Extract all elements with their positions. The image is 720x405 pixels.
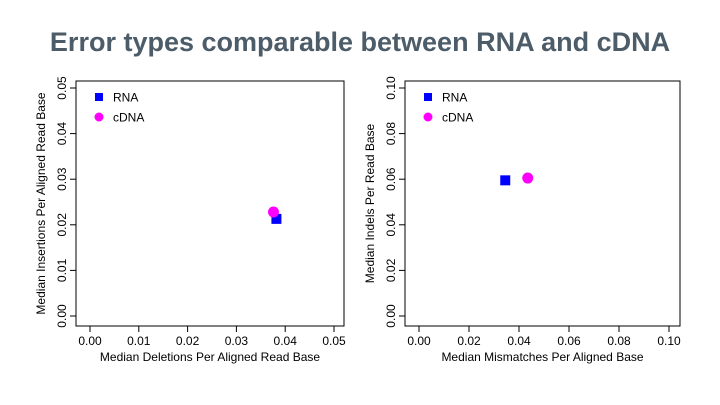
chart1-y-tick-label: 0.05 (55, 76, 69, 100)
chart2-legend-label-cdna: cDNA (442, 111, 473, 125)
chart2-y-tick-label: 0.08 (384, 122, 398, 146)
chart2-x-tick-label: 0.04 (507, 334, 531, 348)
chart1-point-rna (271, 213, 282, 224)
chart2-x-tick-label: 0.08 (607, 334, 631, 348)
chart1-x-tick-label: 0.00 (78, 334, 102, 348)
chart1-x-tick-label: 0.02 (176, 334, 200, 348)
chart2-y-axis-label: Median Indels Per Read Base (363, 123, 377, 283)
chart2-y-tick-label: 0.02 (384, 258, 398, 282)
chart2-x-axis-label: Median Mismatches Per Aligned Base (441, 350, 643, 364)
chart1-legend-marker-cdna (94, 112, 104, 122)
chart1-legend-label-rna: RNA (113, 91, 138, 105)
chart1-y-axis-label: Median Insertions Per Aligned Read Base (34, 92, 48, 314)
chart2-y-tick-label: 0.00 (384, 304, 398, 328)
chart1-y-tick-label: 0.00 (55, 304, 69, 328)
chart2-y-tick-label: 0.10 (384, 76, 398, 100)
chart1-x-tick-label: 0.03 (225, 334, 249, 348)
slide-title: Error types comparable between RNA and c… (49, 27, 671, 57)
chart1-y-tick-label: 0.02 (55, 213, 69, 237)
chart1-legend-label-cdna: cDNA (113, 111, 144, 125)
chart2-x-tick-label: 0.06 (557, 334, 581, 348)
chart2-x-tick-label: 0.00 (407, 334, 431, 348)
chart2-y-tick-label: 0.04 (384, 213, 398, 237)
chart2-point-cdna (522, 172, 534, 184)
chart2-legend-label-rna: RNA (442, 91, 467, 105)
chart1-y-tick-label: 0.03 (55, 167, 69, 191)
chart2-legend-marker-rna (424, 93, 432, 101)
chart2-legend-marker-cdna (423, 112, 433, 122)
chart1-y-tick-label: 0.04 (55, 122, 69, 146)
chart1-x-axis-label: Median Deletions Per Aligned Read Base (100, 350, 320, 364)
chart2-x-tick-label: 0.02 (457, 334, 481, 348)
chart1-x-tick-label: 0.01 (127, 334, 151, 348)
chart2-y-tick-label: 0.06 (384, 167, 398, 191)
chart1-point-cdna (267, 206, 279, 218)
chart2-point-rna (500, 175, 511, 186)
chart1-legend-marker-rna (95, 93, 103, 101)
chart2-x-tick-label: 0.10 (657, 334, 681, 348)
chart1-x-tick-label: 0.04 (274, 334, 298, 348)
chart1-y-tick-label: 0.01 (55, 258, 69, 282)
chart1-x-tick-label: 0.05 (322, 334, 346, 348)
